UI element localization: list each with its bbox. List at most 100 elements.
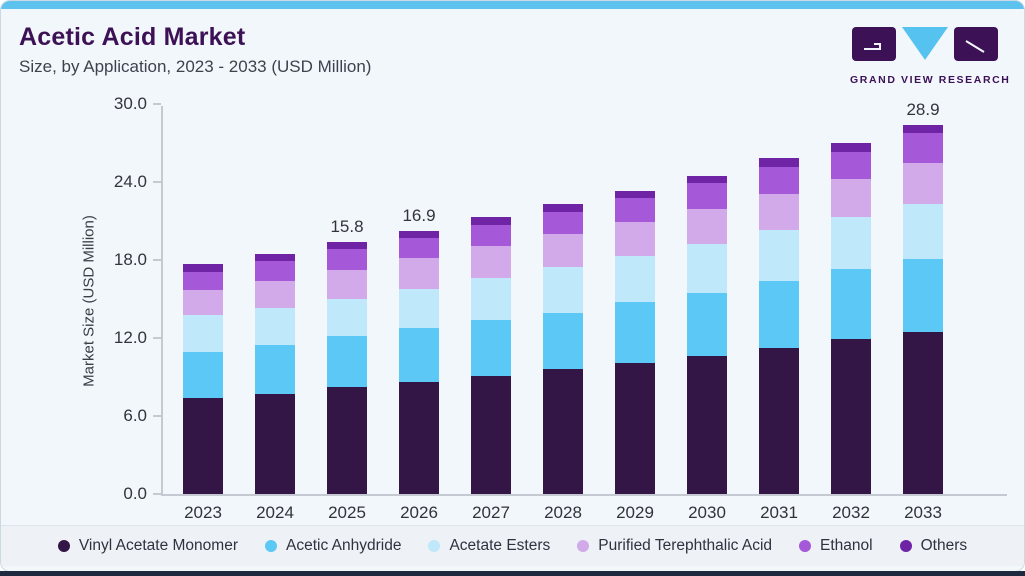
bar-segment-2030-acetate-esters <box>687 243 727 294</box>
x-tick-label-2033: 2033 <box>904 503 942 522</box>
y-axis-title: Market Size (USD Million) <box>80 215 98 387</box>
bar-segment-2026-acetate-esters <box>399 289 439 329</box>
chart-header: Acetic Acid Market Size, by Application,… <box>19 23 371 77</box>
bar-segment-2032-others <box>831 143 871 153</box>
bar-segment-2024-acetate-esters <box>255 308 295 345</box>
x-tick-label-2031: 2031 <box>760 503 798 522</box>
bar-segment-2027-acetic-anhydride <box>471 319 511 376</box>
bar-segment-2029-vinyl-acetate-monomer <box>615 362 655 494</box>
bar-segment-2024-purified-terephthalic-acid <box>255 280 295 309</box>
legend-dot-icon <box>57 540 70 552</box>
legend-dot-icon <box>264 540 277 552</box>
bar-segment-2025-vinyl-acetate-monomer <box>327 387 367 494</box>
bar-segment-2032-vinyl-acetate-monomer <box>831 339 871 494</box>
bar-segment-2029-others <box>615 191 655 199</box>
bar-segment-2028-acetate-esters <box>543 267 583 313</box>
stacked-bar-2033: 28.9 <box>903 100 943 494</box>
bar-segment-2025-acetate-esters <box>327 298 367 337</box>
bar-segment-2030-acetic-anhydride <box>687 293 727 357</box>
bar-segment-2023-ethanol <box>183 271 223 290</box>
bar-segment-2026-acetic-anhydride <box>399 328 439 383</box>
legend-dot-icon <box>799 540 812 552</box>
legend-item-ethanol: Ethanol <box>799 537 873 555</box>
bar-segment-2032-acetate-esters <box>831 217 871 270</box>
bar-segment-2030-ethanol <box>687 182 727 209</box>
legend-label: Acetate Esters <box>449 537 551 554</box>
bar-segment-2029-acetic-anhydride <box>615 302 655 363</box>
y-tick-label: 0.0 <box>123 484 147 503</box>
top-accent-bar <box>1 1 1024 9</box>
x-tick-label-2032: 2032 <box>832 503 870 522</box>
legend-dot-icon <box>577 540 590 552</box>
page-subtitle: Size, by Application, 2023 - 2033 (USD M… <box>19 57 372 76</box>
bottom-accent-bar <box>0 571 1025 576</box>
legend-item-purified-terephthalic-acid: Purified Terephthalic Acid <box>577 537 772 555</box>
stacked-bar-2026: 16.9 <box>399 206 439 494</box>
bar-segment-2027-acetate-esters <box>471 278 511 320</box>
legend-label: Acetic Anhydride <box>285 537 402 554</box>
bar-segment-2028-purified-terephthalic-acid <box>543 234 583 268</box>
bar-segment-2025-ethanol <box>327 248 367 270</box>
legend-item-others: Others <box>899 537 968 555</box>
bar-segment-2025-acetic-anhydride <box>327 336 367 388</box>
x-tick-label-2026: 2026 <box>400 503 438 522</box>
bar-segment-2026-others <box>399 230 439 238</box>
bar-segment-2027-purified-terephthalic-acid <box>471 245 511 279</box>
bar-segment-2031-ethanol <box>759 166 799 195</box>
x-tick-label-2029: 2029 <box>616 503 654 522</box>
y-tick-mark <box>153 181 161 183</box>
bar-segment-2033-others <box>903 125 943 133</box>
bar-segment-2030-others <box>687 175 727 183</box>
gvr-logo-mark <box>852 27 998 61</box>
bar-segment-2024-acetic-anhydride <box>255 344 295 394</box>
y-tick-mark <box>153 415 161 417</box>
y-tick-6.0: 6.0 <box>83 406 161 426</box>
stacked-bar-2031 <box>759 158 799 494</box>
y-tick-mark <box>153 103 161 105</box>
y-tick-12.0: 12.0 <box>83 328 161 348</box>
bar-segment-2024-ethanol <box>255 261 295 281</box>
bar-segment-2027-others <box>471 217 511 225</box>
y-tick-label: 18.0 <box>113 250 147 269</box>
y-tick-0.0: 0.0 <box>83 484 161 504</box>
bar-segment-2028-others <box>543 204 583 212</box>
legend-dot-icon <box>899 540 912 552</box>
plot-area: 15.8 16.9 28.9 2023 2024 2025 2026 2027 2028 202… <box>114 94 1007 522</box>
x-tick-label-2027: 2027 <box>472 503 510 522</box>
bar-segment-2031-acetate-esters <box>759 230 799 282</box>
bar-segment-2030-purified-terephthalic-acid <box>687 208 727 244</box>
bar-value-label-2025: 15.8 <box>330 216 364 236</box>
y-tick-24.0: 24.0 <box>83 172 161 192</box>
y-tick-label: 30.0 <box>113 94 147 113</box>
bar-segment-2023-acetic-anhydride <box>183 351 223 398</box>
bar-segment-2029-acetate-esters <box>615 256 655 303</box>
legend-item-vinyl-acetate-monomer: Vinyl Acetate Monomer <box>57 537 238 555</box>
bar-segment-2026-vinyl-acetate-monomer <box>399 382 439 494</box>
bar-value-label-2026: 16.9 <box>402 205 436 225</box>
x-tick-label-2028: 2028 <box>544 503 582 522</box>
bar-segment-2033-vinyl-acetate-monomer <box>903 331 943 494</box>
bar-segment-2032-acetic-anhydride <box>831 269 871 340</box>
y-tick-label: 24.0 <box>113 172 147 191</box>
y-tick-mark <box>153 259 161 261</box>
bar-segment-2033-acetate-esters <box>903 204 943 259</box>
bar-segment-2023-vinyl-acetate-monomer <box>183 397 223 494</box>
legend-item-acetic-anhydride: Acetic Anhydride <box>264 537 402 555</box>
x-tick-label-2023: 2023 <box>184 503 222 522</box>
stacked-bar-2024 <box>255 253 295 494</box>
bar-segment-2029-purified-terephthalic-acid <box>615 222 655 257</box>
bar-segment-2026-ethanol <box>399 237 439 259</box>
bar-segment-2023-purified-terephthalic-acid <box>183 289 223 315</box>
x-tick-label-2030: 2030 <box>688 503 726 522</box>
gvr-logo-text: GRAND VIEW RESEARCH <box>850 74 1011 86</box>
bar-segment-2030-vinyl-acetate-monomer <box>687 356 727 494</box>
bar-segment-2028-acetic-anhydride <box>543 312 583 369</box>
x-axis-labels: 2023 2024 2025 2026 2027 2028 2029 2030 2031 2032… <box>163 503 1007 523</box>
y-tick-mark <box>153 337 161 339</box>
stacked-bar-2029 <box>615 191 655 494</box>
page-title: Acetic Acid Market <box>19 23 246 51</box>
legend-label: Others <box>920 537 968 554</box>
legend-label: Purified Terephthalic Acid <box>598 537 773 554</box>
bar-segment-2031-acetic-anhydride <box>759 281 799 348</box>
bar-segment-2023-acetate-esters <box>183 314 223 352</box>
